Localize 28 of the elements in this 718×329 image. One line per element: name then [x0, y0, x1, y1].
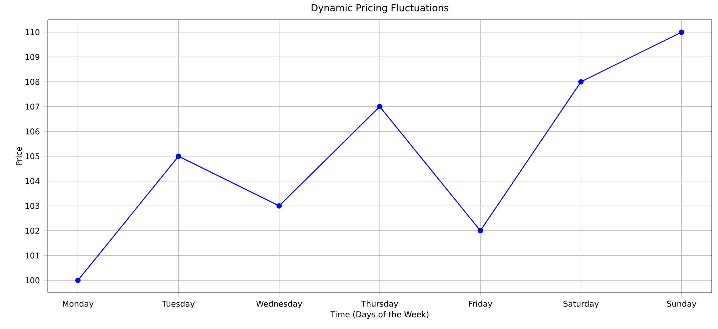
point [276, 203, 282, 209]
x-axis-title: Time (Days of the Week) [330, 311, 429, 320]
y-tick-label: 104 [26, 178, 40, 184]
y-tick-label: 101 [26, 252, 40, 259]
x-tick-label: Monday [63, 300, 94, 309]
x-tick-label: Thursday [361, 300, 398, 309]
y-tick-label: 110 [26, 29, 40, 36]
x-tick-label: Saturday [564, 300, 600, 309]
y-tick-label: 103 [26, 203, 40, 210]
point [679, 30, 685, 36]
chart-title: Dynamic Pricing Fluctuations [312, 4, 449, 14]
x-tick-label: Wednesday [256, 300, 302, 309]
y-tick-label: 105 [26, 153, 40, 160]
point [578, 79, 584, 85]
y-tick-label: 109 [26, 54, 40, 60]
x-tick-label: Sunday [667, 300, 697, 309]
point [478, 228, 484, 234]
point [75, 278, 81, 284]
y-tick-label: 108 [26, 79, 40, 86]
y-tick-label: 100 [26, 278, 40, 284]
y-tick-label: 102 [26, 228, 40, 234]
x-tick-label: Friday [469, 300, 492, 309]
y-tick-label: 106 [26, 128, 40, 135]
point [176, 154, 182, 160]
x-tick-label: Tuesday [162, 300, 195, 309]
y-axis-title: Price [16, 147, 22, 166]
point [377, 104, 383, 110]
y-tick-label: 107 [26, 104, 40, 110]
